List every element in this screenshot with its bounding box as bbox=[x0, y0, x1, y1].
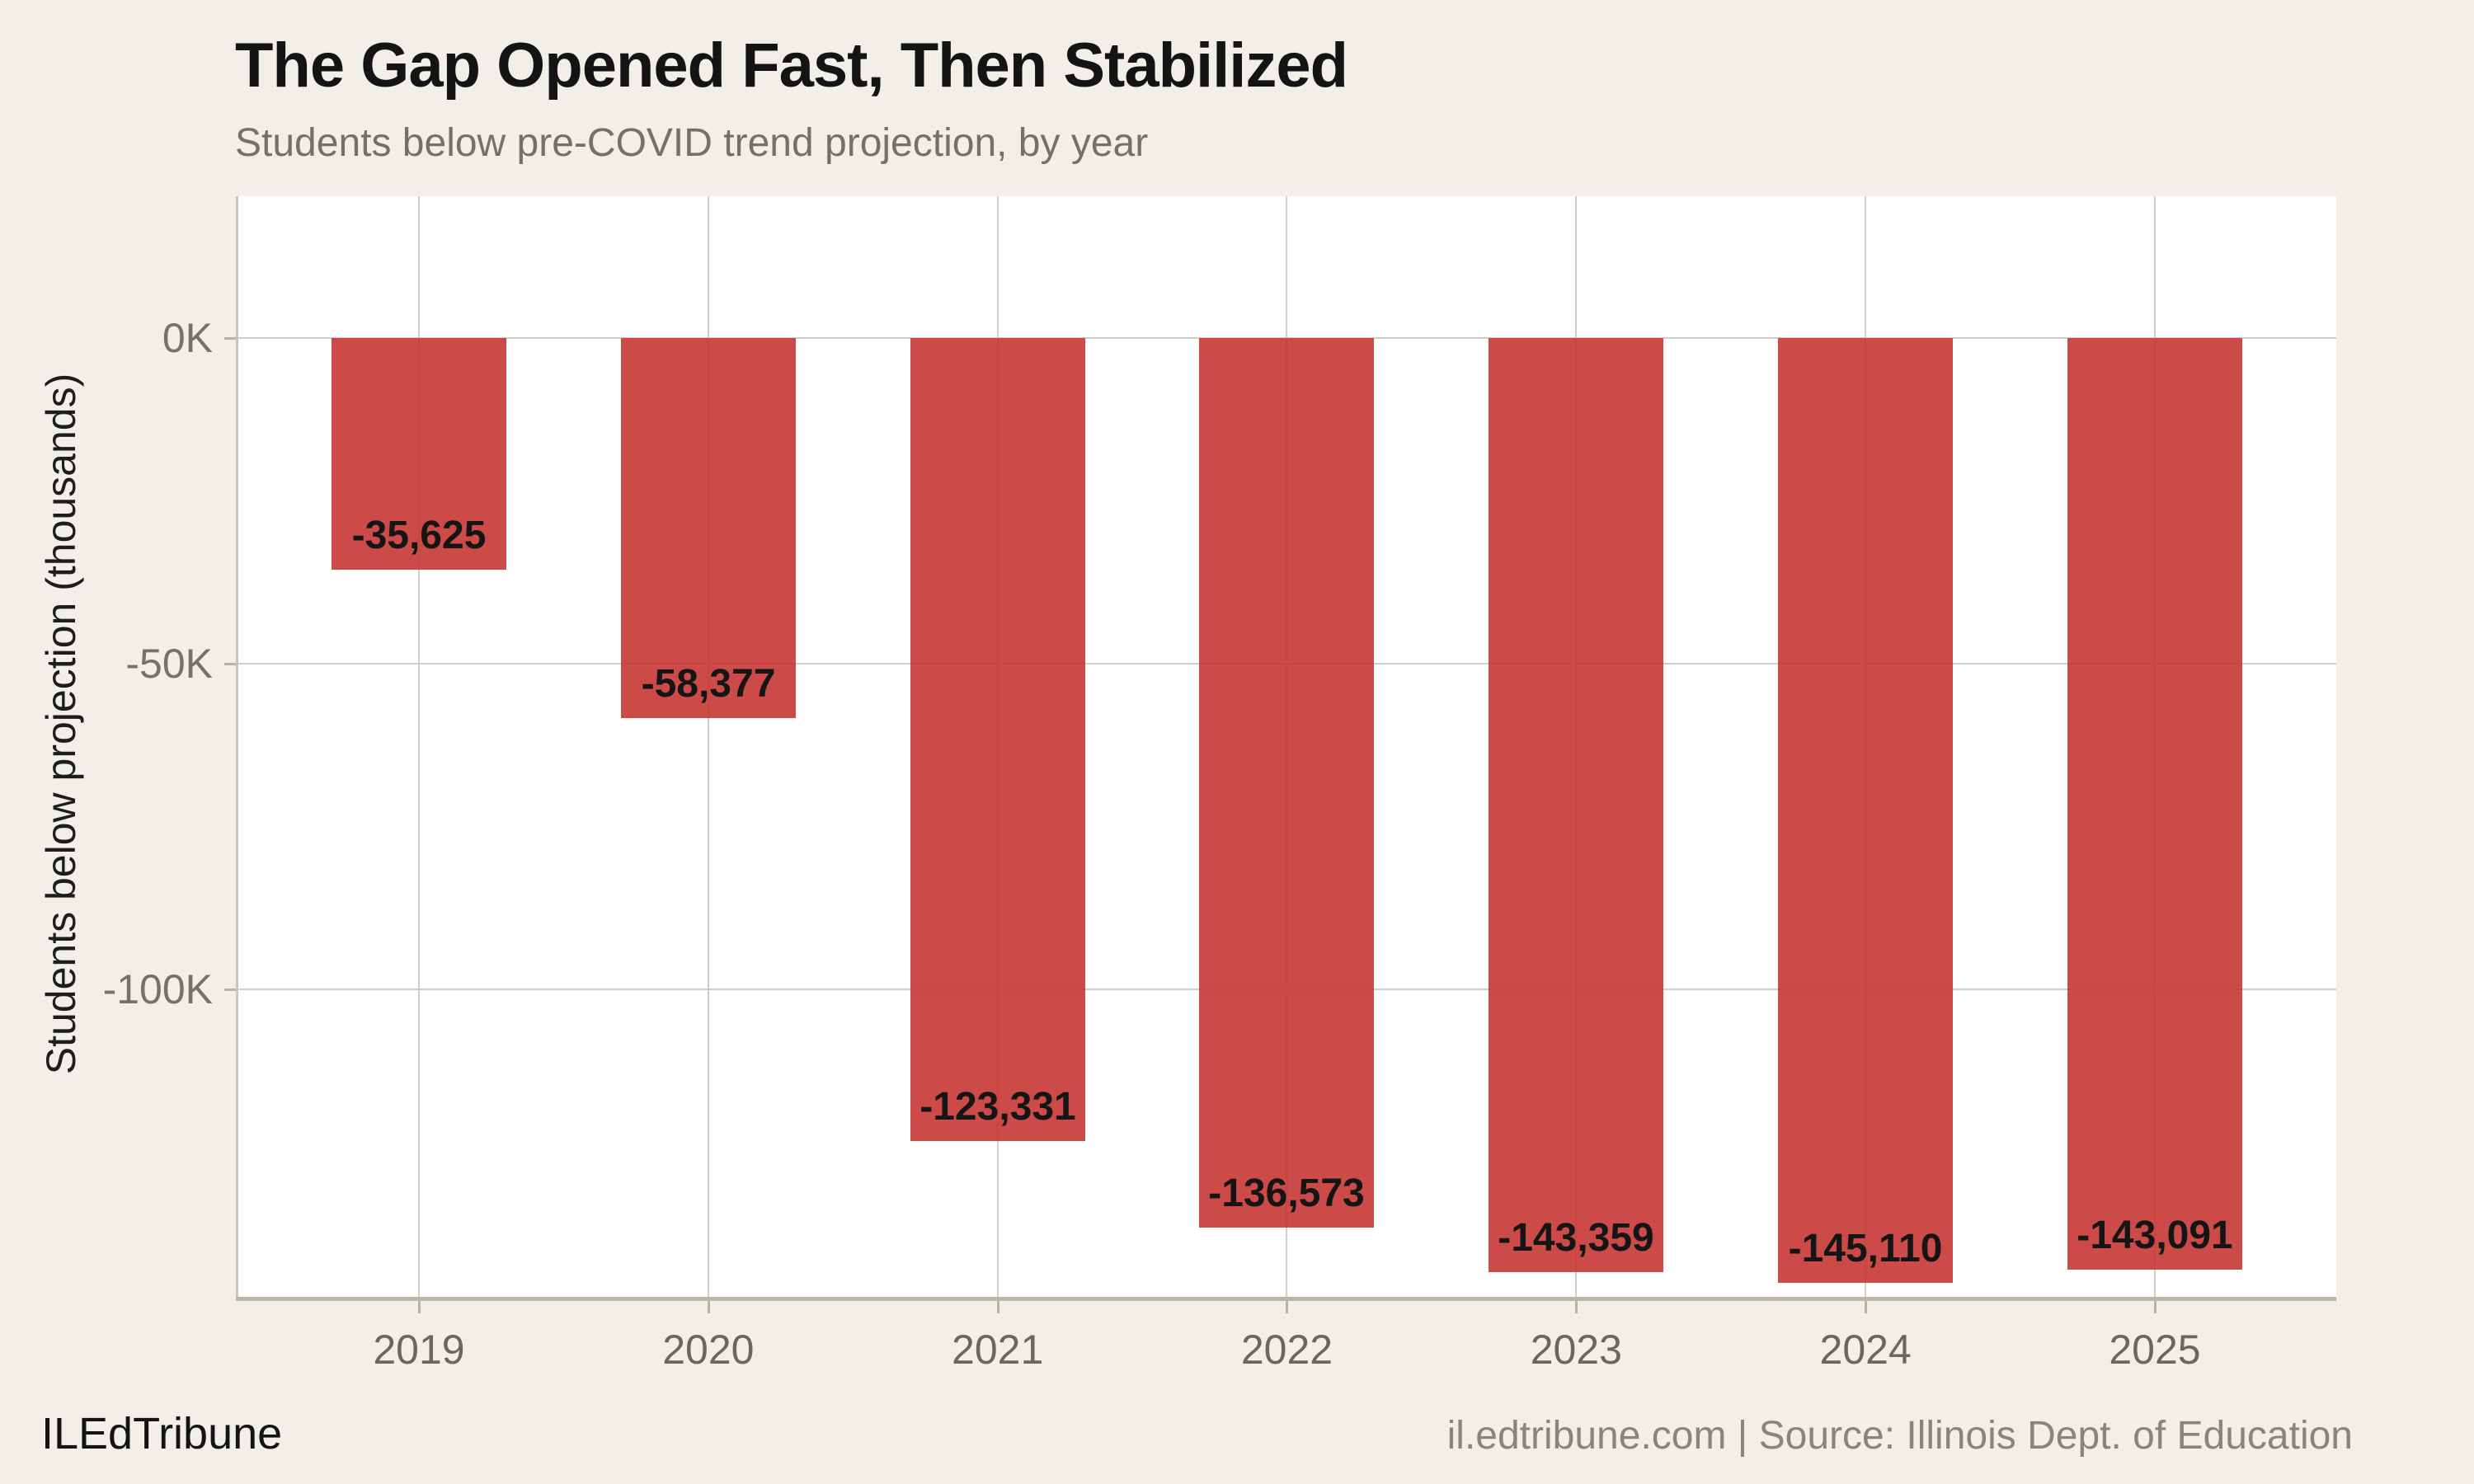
x-tick-mark bbox=[1575, 1299, 1578, 1313]
x-tick-mark bbox=[996, 1299, 999, 1313]
y-tick-mark bbox=[224, 989, 236, 991]
x-tick-label-2020: 2020 bbox=[662, 1327, 755, 1373]
y-tick-label: 0K bbox=[162, 315, 213, 361]
y-tick-label: -100K bbox=[102, 966, 213, 1012]
y-tick-mark bbox=[224, 337, 236, 340]
footer-brand: ILEdTribune bbox=[41, 1409, 283, 1458]
chart-title: The Gap Opened Fast, Then Stabilized bbox=[235, 31, 1348, 101]
y-tick-label: -50K bbox=[125, 641, 213, 687]
x-tick-mark bbox=[2153, 1299, 2157, 1313]
bar-value-label: -123,331 bbox=[920, 1085, 1076, 1129]
bar-value-label: -143,091 bbox=[2077, 1214, 2233, 1257]
x-tick-mark bbox=[418, 1299, 421, 1313]
x-tick-label-2019: 2019 bbox=[373, 1327, 465, 1373]
x-tick-label-2025: 2025 bbox=[2109, 1327, 2201, 1373]
bar-2025: -143,091 bbox=[2067, 338, 2242, 1270]
bar-2022: -136,573 bbox=[1199, 338, 1374, 1228]
bar-value-label: -35,625 bbox=[351, 514, 487, 557]
x-tick-label-2023: 2023 bbox=[1530, 1327, 1622, 1373]
bar-2020: -58,377 bbox=[621, 338, 796, 718]
footer-source: il.edtribune.com | Source: Illinois Dept… bbox=[1446, 1414, 2353, 1458]
x-tick-label-2024: 2024 bbox=[1819, 1327, 1912, 1373]
vertical-gridline bbox=[707, 196, 709, 1300]
left-spine bbox=[236, 196, 238, 1300]
bar-value-label: -143,359 bbox=[1498, 1216, 1654, 1260]
vertical-gridline bbox=[418, 196, 420, 1300]
y-tick-mark bbox=[224, 663, 236, 665]
bar-2024: -145,110 bbox=[1778, 338, 1953, 1283]
x-tick-mark bbox=[707, 1299, 710, 1313]
bar-value-label: -145,110 bbox=[1788, 1227, 1943, 1270]
bar-value-label: -136,573 bbox=[1208, 1172, 1365, 1215]
bar-2021: -123,331 bbox=[910, 338, 1085, 1141]
x-tick-mark bbox=[1286, 1299, 1289, 1313]
bar-2019: -35,625 bbox=[332, 338, 506, 570]
chart-subtitle: Students below pre-COVID trend projectio… bbox=[235, 121, 1149, 165]
x-tick-label-2022: 2022 bbox=[1240, 1327, 1333, 1373]
x-tick-mark bbox=[1865, 1299, 1868, 1313]
bar-value-label: -58,377 bbox=[641, 662, 776, 706]
bar-2023: -143,359 bbox=[1489, 338, 1663, 1272]
x-axis-line bbox=[236, 1297, 2336, 1301]
x-tick-label-2021: 2021 bbox=[952, 1327, 1044, 1373]
plot-area: -35,625 -58,377 -123,331 -136,573 -143,359 -1… bbox=[236, 196, 2336, 1300]
